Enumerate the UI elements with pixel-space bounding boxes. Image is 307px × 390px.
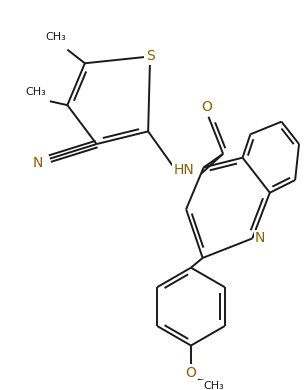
- Text: HN: HN: [174, 163, 195, 177]
- Text: N: N: [33, 156, 43, 170]
- Text: O: O: [201, 100, 212, 114]
- Text: N: N: [255, 232, 265, 245]
- Text: CH₃: CH₃: [26, 87, 47, 98]
- Text: CH₃: CH₃: [45, 32, 66, 42]
- Text: O: O: [185, 366, 196, 380]
- Text: S: S: [146, 50, 154, 64]
- Text: CH₃: CH₃: [203, 381, 224, 390]
